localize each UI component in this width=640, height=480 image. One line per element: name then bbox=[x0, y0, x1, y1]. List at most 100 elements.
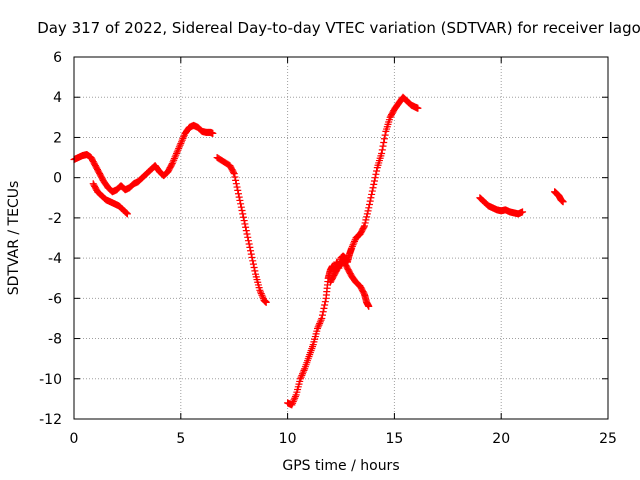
data-point bbox=[299, 368, 307, 376]
data-point bbox=[370, 180, 378, 188]
x-tick-label: 0 bbox=[70, 431, 79, 447]
data-point bbox=[248, 253, 256, 261]
data-point bbox=[349, 241, 357, 249]
y-tick-label: -12 bbox=[39, 412, 62, 428]
data-point bbox=[180, 133, 188, 141]
data-point bbox=[237, 200, 245, 208]
data-point bbox=[237, 203, 245, 211]
data-point bbox=[369, 184, 377, 192]
data-point bbox=[379, 142, 387, 150]
data-point bbox=[371, 174, 379, 182]
x-axis-label: GPS time / hours bbox=[282, 458, 399, 474]
data-point bbox=[289, 399, 297, 407]
data-point bbox=[414, 104, 422, 112]
data-point bbox=[368, 190, 376, 198]
data-point bbox=[236, 196, 244, 204]
data-point bbox=[230, 170, 238, 178]
data-point bbox=[316, 318, 324, 326]
data-point bbox=[257, 288, 265, 296]
data-point bbox=[373, 167, 381, 175]
data-point bbox=[176, 141, 184, 149]
data-point bbox=[317, 316, 325, 324]
y-tick-label: -8 bbox=[48, 332, 62, 348]
data-point bbox=[249, 257, 257, 265]
data-point bbox=[289, 398, 297, 406]
data-point bbox=[315, 321, 323, 329]
data-point bbox=[172, 151, 180, 159]
data-point bbox=[257, 290, 265, 298]
series-arc-2 bbox=[89, 180, 131, 218]
y-tick-label: 2 bbox=[53, 130, 62, 146]
data-point bbox=[238, 207, 246, 215]
data-point bbox=[178, 136, 186, 144]
data-point bbox=[360, 223, 368, 231]
x-tick-label: 20 bbox=[492, 431, 510, 447]
data-point bbox=[259, 293, 267, 301]
data-point bbox=[178, 138, 186, 146]
data-point bbox=[298, 371, 306, 379]
series-arc-6 bbox=[476, 194, 527, 218]
data-point bbox=[288, 401, 296, 409]
data-point bbox=[168, 161, 176, 169]
data-point bbox=[363, 213, 371, 221]
data-point bbox=[559, 198, 567, 206]
data-point bbox=[243, 230, 251, 238]
data-point bbox=[300, 366, 308, 374]
data-point bbox=[316, 319, 324, 327]
data-point bbox=[378, 146, 386, 154]
data-point bbox=[372, 170, 380, 178]
data-point bbox=[171, 153, 179, 161]
data-point bbox=[365, 200, 373, 208]
data-point bbox=[174, 146, 182, 154]
data-point bbox=[364, 207, 372, 215]
y-tick-label: 0 bbox=[53, 171, 62, 187]
data-point bbox=[314, 323, 322, 331]
data-point bbox=[170, 156, 178, 164]
data-point bbox=[290, 396, 298, 404]
data-point bbox=[321, 301, 329, 309]
series-arc-3 bbox=[213, 154, 270, 306]
series-arc-7 bbox=[551, 188, 567, 206]
data-point bbox=[122, 209, 130, 217]
data-point bbox=[234, 190, 242, 198]
plot-frame bbox=[73, 56, 609, 420]
data-point bbox=[319, 308, 327, 316]
data-point bbox=[173, 148, 181, 156]
data-point bbox=[258, 291, 266, 299]
data-point bbox=[234, 186, 242, 194]
data-point bbox=[123, 210, 131, 218]
y-tick-label: 6 bbox=[53, 50, 62, 66]
x-tick-label: 15 bbox=[385, 431, 403, 447]
data-point bbox=[297, 373, 305, 381]
data-point bbox=[250, 263, 258, 271]
data-point bbox=[350, 239, 358, 247]
data-point bbox=[247, 247, 255, 255]
data-point bbox=[241, 220, 249, 228]
data-point bbox=[240, 217, 248, 225]
data-point bbox=[318, 314, 326, 322]
data-point bbox=[233, 183, 241, 191]
x-tick-label: 5 bbox=[176, 431, 185, 447]
data-point bbox=[296, 375, 304, 383]
data-point bbox=[365, 302, 373, 310]
data-point bbox=[244, 233, 252, 241]
data-point bbox=[232, 180, 240, 188]
data-point bbox=[291, 394, 299, 402]
series-arc-1 bbox=[70, 121, 217, 196]
data-point bbox=[321, 298, 329, 306]
data-point bbox=[362, 216, 370, 224]
data-point bbox=[245, 240, 253, 248]
data-point bbox=[320, 304, 328, 312]
data-points bbox=[70, 93, 567, 409]
data-point bbox=[209, 129, 217, 137]
data-point bbox=[232, 176, 240, 184]
data-point bbox=[169, 158, 177, 166]
data-point bbox=[170, 155, 178, 163]
data-point bbox=[367, 194, 375, 202]
grid bbox=[74, 57, 608, 419]
data-point bbox=[360, 222, 368, 230]
data-point bbox=[519, 208, 527, 216]
data-point bbox=[242, 227, 250, 235]
y-tick-label: 4 bbox=[53, 90, 62, 106]
data-point bbox=[239, 210, 247, 218]
